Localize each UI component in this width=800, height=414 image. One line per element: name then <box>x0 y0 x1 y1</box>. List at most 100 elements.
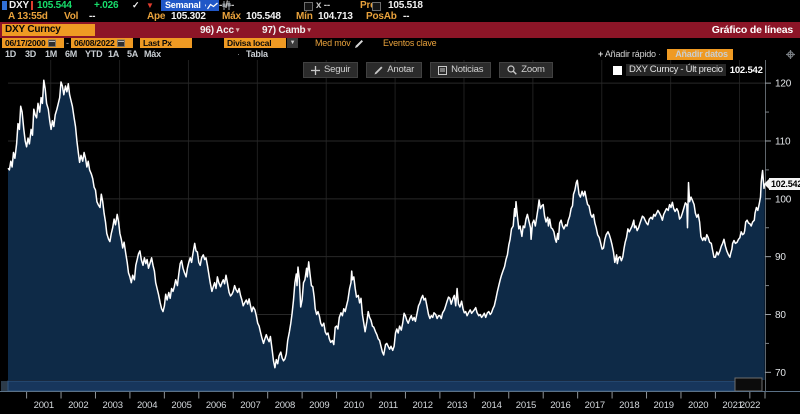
y-tick-label: 110 <box>775 136 791 147</box>
edit-menu-label: 97) Camb <box>262 25 306 36</box>
low-value: 104.713 <box>318 11 353 22</box>
bid-ask-size: -- x -- <box>307 0 331 11</box>
x-tick-label: 2018 <box>619 400 639 411</box>
y-tick-label: 70 <box>775 368 786 379</box>
date-to-input[interactable]: 06/08/2022 <box>71 38 133 48</box>
news-label: Noticias <box>451 64 484 75</box>
range-1d[interactable]: 1D <box>5 49 17 59</box>
mov-avg-checkbox[interactable] <box>304 2 313 11</box>
x-tick-label: 2009 <box>309 400 329 411</box>
magnifier-icon <box>507 65 518 75</box>
actions-menu-label: 96) Acc <box>200 25 234 36</box>
y-tick-label: 120 <box>775 79 792 90</box>
separator-dot: · <box>237 49 240 59</box>
x-tick-label: 2005 <box>171 400 191 411</box>
zoom-label: Zoom <box>521 64 545 75</box>
chart-legend[interactable]: DXY Curncy - Últ precio 102.542 <box>613 64 763 76</box>
x-tick-label: 2003 <box>103 400 123 411</box>
annotate-label: Anotar <box>387 64 415 75</box>
add-data-button[interactable]: Añadir datos <box>667 49 733 60</box>
navigator-handle[interactable] <box>734 377 763 392</box>
last-price-axis-badge: 102.542 <box>763 178 800 190</box>
x-tick-label: 2015 <box>516 400 536 411</box>
series-swatch <box>613 65 622 75</box>
actions-menu[interactable]: 96) Acc ▾ <box>200 25 239 36</box>
x-tick-label: 2001 <box>34 400 54 411</box>
last-price: 105.544 <box>37 0 72 11</box>
range-max[interactable]: Máx <box>144 49 161 59</box>
x-tick-label: 2007 <box>240 400 260 411</box>
x-tick-label: 2006 <box>206 400 226 411</box>
line-chart-type-button[interactable] <box>206 0 219 11</box>
key-events-checkbox[interactable] <box>372 2 381 11</box>
range-5a[interactable]: 5A <box>127 49 139 59</box>
x-tick-label: 2012 <box>412 400 432 411</box>
session-time: A 13:55d <box>8 11 48 22</box>
high-label: Máx <box>222 11 241 22</box>
field-select[interactable]: Last Px <box>140 38 192 48</box>
command-bar: DXY Curncy 96) Acc ▾ 97) Camb ▾ Gráfico de… <box>0 22 800 38</box>
separator-dot: · <box>658 49 661 59</box>
zoom-button[interactable]: Zoom <box>499 62 553 78</box>
prev-value: 105.518 <box>388 0 423 11</box>
x-tick-label: 2019 <box>654 400 674 411</box>
currency-select[interactable]: Divisa local <box>224 38 286 48</box>
price-chart[interactable]: 70 80 90 100 110 120 2001 2002 2003 2004 2005 2006 2… <box>0 60 800 414</box>
follow-label: Seguir <box>324 64 351 75</box>
frequency-value: Semanal <box>165 0 201 10</box>
chevron-down-icon: ▾ <box>235 27 240 34</box>
volume-value: -- <box>89 11 96 22</box>
currency-dropdown-button[interactable]: ▼ <box>287 38 298 48</box>
open-position-value: -- <box>403 11 410 22</box>
candlestick-icon <box>222 1 231 10</box>
range-3d[interactable]: 3D <box>25 49 37 59</box>
key-events-label[interactable]: Eventos clave <box>383 38 437 48</box>
edit-menu[interactable]: 97) Camb ▾ <box>262 25 311 36</box>
settings-gear-icon[interactable] <box>786 50 795 59</box>
y-tick-label: 90 <box>775 252 786 263</box>
range-6m[interactable]: 6M <box>65 49 78 59</box>
news-icon <box>438 65 448 75</box>
x-tick-label: 2002 <box>68 400 88 411</box>
security-input[interactable]: DXY Curncy <box>2 24 95 36</box>
y-tick-label: 80 <box>775 310 786 321</box>
range-ytd[interactable]: YTD <box>85 49 103 59</box>
x-tick-label: 2020 <box>688 400 708 411</box>
x-tick-label: 2008 <box>275 400 295 411</box>
calendar-icon <box>47 39 56 47</box>
chart-toolbar: Seguir Anotar Noticias Zoom <box>303 62 553 78</box>
x-tick-label: 2004 <box>137 400 157 411</box>
date-from-input[interactable]: 06/17/2000 <box>2 38 64 48</box>
crosshair-icon <box>311 65 320 75</box>
navigator-left-cap[interactable] <box>1 381 8 391</box>
date-to-value: 06/08/2022 <box>74 38 115 48</box>
bid-ask: --/-- <box>219 0 235 11</box>
low-label: Mín <box>296 11 313 22</box>
open-label: Ape <box>147 11 166 22</box>
plus-icon: + <box>598 49 604 59</box>
date-range-separator: - <box>66 38 69 48</box>
mov-avg-label[interactable]: Med móv <box>315 38 351 48</box>
range-1m[interactable]: 1M <box>45 49 58 59</box>
x-tick-label: 2014 <box>481 400 501 411</box>
x-tick-label: 2017 <box>585 400 605 411</box>
table-button[interactable]: Tabla <box>246 49 268 59</box>
x-tick-label: 2016 <box>550 400 570 411</box>
add-data-label: Añadir datos <box>675 49 728 59</box>
annotate-button[interactable]: Anotar <box>366 62 423 78</box>
chevron-down-icon: ▼ <box>289 40 296 46</box>
follow-button[interactable]: Seguir <box>303 62 359 78</box>
navigator-bar[interactable] <box>7 380 755 392</box>
news-button[interactable]: Noticias <box>430 62 492 78</box>
pencil-icon <box>374 66 383 74</box>
x-tick-label: 2022 <box>740 400 760 411</box>
tick-direction-indicator <box>31 1 33 10</box>
range-1a[interactable]: 1A <box>108 49 120 59</box>
field-select-value: Last Px <box>143 38 172 48</box>
candle-chart-type-button[interactable] <box>220 0 233 11</box>
open-position-label: PosAb <box>366 11 397 22</box>
pencil-icon[interactable] <box>354 39 364 49</box>
quick-add-button[interactable]: + Añadir rápido · <box>598 49 661 60</box>
screen-title: Gráfico de líneas <box>711 24 793 36</box>
